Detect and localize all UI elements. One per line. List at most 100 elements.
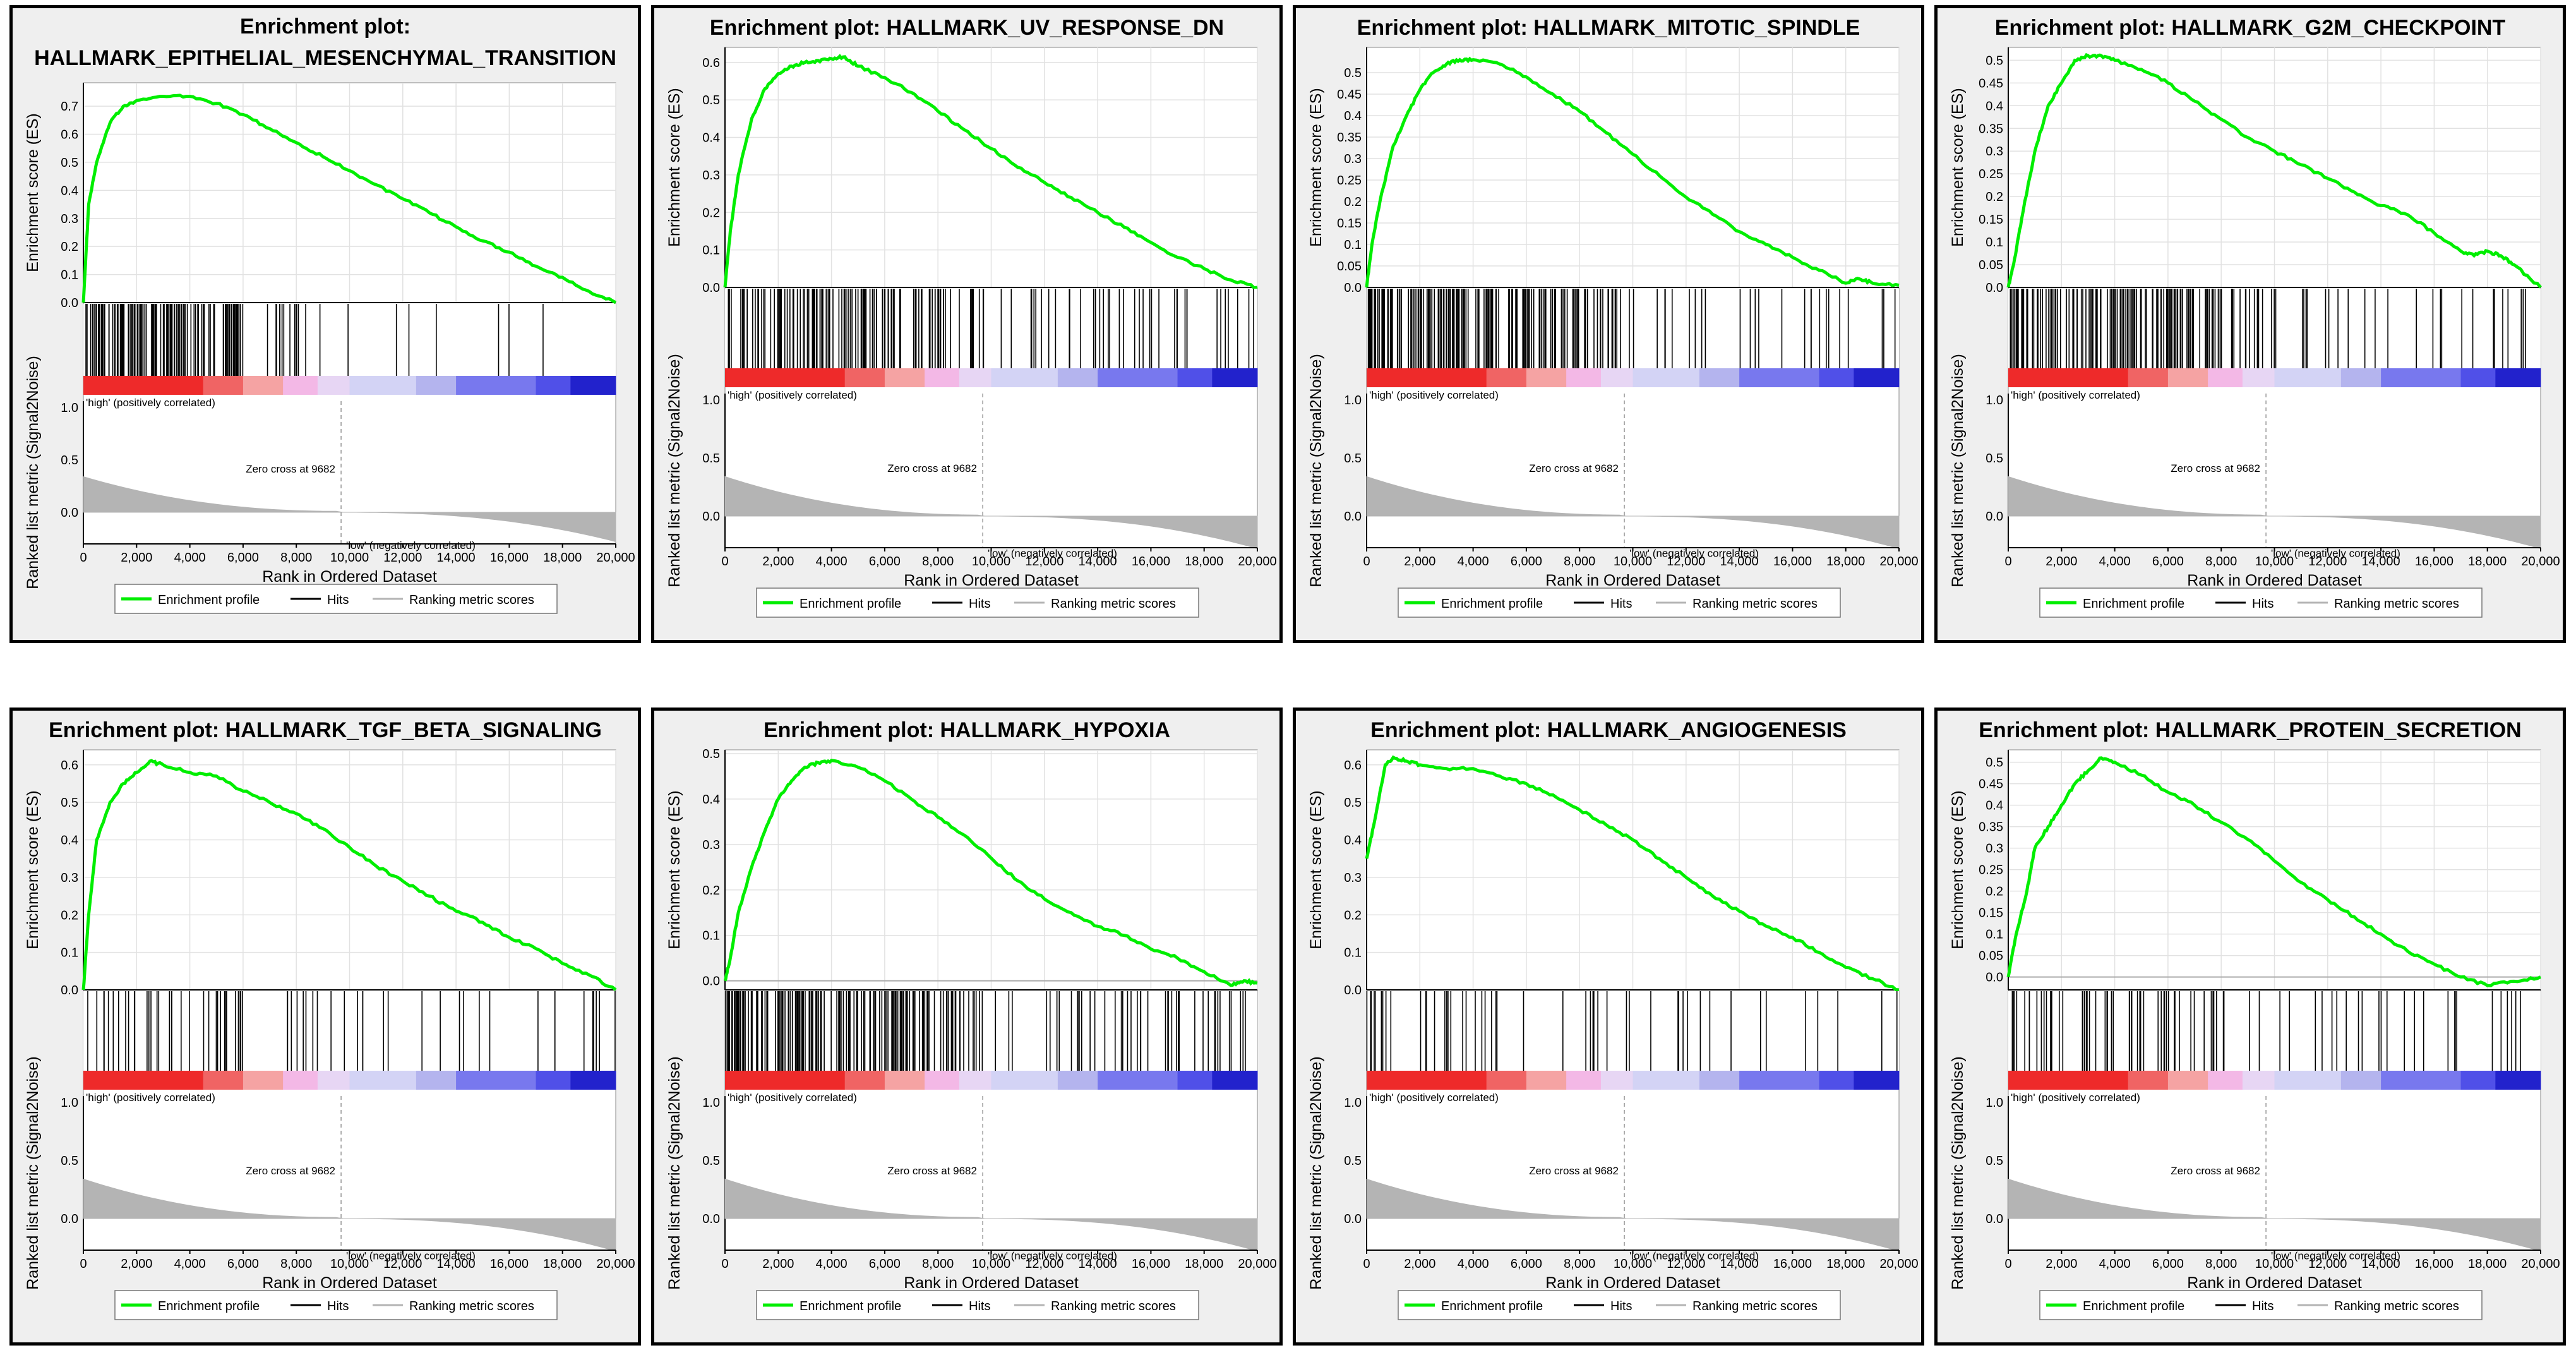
legend-box [2039,1290,2483,1320]
heatmap-band [1854,368,1900,387]
hits-barcode [2008,289,2541,368]
heatmap-band [283,376,318,395]
metric-tick-label: 1.0 [1344,394,1362,407]
x-tick-label: 4,000 [816,1257,848,1271]
legend-item-label: Hits [969,597,990,611]
es-tick-label: 0.25 [1979,167,2003,181]
x-tick-label: 0 [80,1257,87,1271]
x-tick-label: 12,000 [1025,555,1063,569]
zero-cross-label: Zero cross at 9682 [246,1165,335,1177]
x-tick-label: 10,000 [1614,1257,1652,1271]
x-axis-label: Rank in Ordered Dataset [2187,1274,2362,1292]
hits-background [1367,991,1899,1071]
enrichment-plot-svg: Enrichment plot: HALLMARK_HYPOXIA 0.0 0.1 0… [666,718,1277,1320]
es-tick-label: 0.15 [1337,217,1362,231]
ranking-metric-area [83,1178,616,1252]
es-tick-label: 0.05 [1979,949,2003,963]
legend-box [2039,587,2483,618]
x-tick-label: 18,000 [1826,1257,1865,1271]
legend: Enrichment profile Hits Ranking metric sco… [756,1290,1199,1320]
es-tick-label: 0.2 [1344,908,1362,922]
ranking-metric-area [83,476,616,543]
es-tick-label: 0.6 [702,56,720,70]
metric-tick-label: 0.0 [702,510,720,524]
zero-cross-label: Zero cross at 9682 [2171,1165,2260,1177]
x-tick-label: 2,000 [762,555,794,569]
x-tick-label: 16,000 [2415,1257,2453,1271]
enrichment-profile-line [1365,56,1900,288]
x-tick-label: 16,000 [490,551,529,565]
heatmap-band [1486,368,1527,387]
x-tick-label: 0 [721,555,728,569]
x-tick-label: 4,000 [1458,555,1489,569]
x-tick-label: 16,000 [1132,555,1170,569]
x-tick-label: 0 [1363,1257,1370,1271]
heatmap-band [1632,368,1700,387]
metric-tick-label: 0.0 [1344,510,1362,524]
enrichment-plot-panel: Enrichment plot: HALLMARK_HYPOXIA 0.0 0.1 0… [651,708,1283,1346]
heatmap-band [1854,1071,1900,1090]
x-tick-label: 18,000 [2468,1257,2507,1271]
heatmap-band [203,376,244,395]
metric-tick-label: 0.5 [1344,1154,1362,1168]
heatmap-band [1739,368,1820,387]
es-tick-label: 0.15 [1979,906,2003,920]
x-tick-label: 18,000 [1185,555,1223,569]
enrichment-plot-panel: Enrichment plot: HALLMARK_G2M_CHECKPOINT… [1934,5,2566,643]
heatmap-band [884,1071,925,1090]
heatmap-band [2381,368,2462,387]
legend-item-label: Enrichment profile [2083,1299,2184,1313]
hits-background [83,991,616,1071]
heatmap-band [991,368,1058,387]
heatmap-band [83,1071,204,1090]
metric-tick-label: 0.5 [1344,452,1362,466]
heatmap-band [991,1071,1058,1090]
heatmap-band [416,376,457,395]
es-tick-label: 0.1 [1344,238,1362,252]
metric-tick-label: 0.5 [702,452,720,466]
ranking-metric-area [2008,476,2541,550]
es-axis-label: Enrichment score (ES) [24,790,42,949]
es-tick-label: 0.0 [1344,281,1362,295]
heatmap-band [83,376,204,395]
legend: Enrichment profile Hits Ranking metric sco… [114,1290,558,1320]
heatmap-band [2495,1071,2541,1090]
heatmap-band [1739,1071,1820,1090]
es-tick-label: 0.1 [1986,236,2003,250]
es-tick-label: 0.4 [702,131,720,145]
heatmap-band [416,1071,457,1090]
x-tick-label: 14,000 [1079,555,1117,569]
heatmap-band [1566,368,1602,387]
enrichment-plot-panel: Enrichment plot: HALLMARK_UV_RESPONSE_DN… [651,5,1283,643]
metric-tick-label: 1.0 [1986,1096,2003,1110]
x-tick-label: 12,000 [383,551,422,565]
es-tick-label: 0.1 [1344,946,1362,960]
x-tick-label: 4,000 [2099,555,2131,569]
enrichment-plot-svg: Enrichment plot: HALLMARK_EPITHELIAL_MESE… [24,15,635,614]
es-tick-label: 0.0 [61,984,78,997]
plot-title: Enrichment plot: HALLMARK_G2M_CHECKPOINT [1995,16,2506,40]
es-tick-label: 0.2 [1986,885,2003,899]
heatmap-band [1098,1071,1178,1090]
es-tick-label: 0.1 [1986,928,2003,942]
es-tick-label: 0.45 [1979,76,2003,90]
x-axis-label: Rank in Ordered Dataset [904,1274,1079,1292]
es-tick-label: 0.0 [1986,971,2003,985]
enrichment-profile-line [81,759,617,991]
metric-tick-label: 0.5 [1986,1154,2003,1168]
es-tick-label: 0.2 [702,206,720,220]
x-tick-label: 12,000 [1667,555,1705,569]
legend-box [756,587,1199,618]
es-tick-label: 0.4 [61,184,78,198]
es-tick-label: 0.3 [1986,842,2003,856]
x-tick-label: 18,000 [1185,1257,1223,1271]
low-correlation-label: 'low' (negatively correlated) [1629,547,1759,559]
x-tick-label: 8,000 [2205,1257,2237,1271]
x-tick-label: 10,000 [330,1257,369,1271]
es-tick-label: 0.0 [1986,281,2003,295]
legend: Enrichment profile Hits Ranking metric sco… [756,587,1199,618]
hits-barcode [1366,991,1899,1071]
legend-item-label: Ranking metric scores [2334,1299,2459,1313]
es-tick-label: 0.3 [1986,145,2003,159]
enrichment-profile-line [81,93,617,304]
